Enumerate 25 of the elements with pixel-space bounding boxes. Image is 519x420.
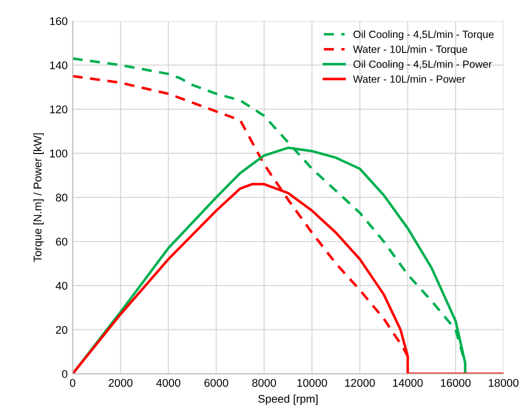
legend-label: Water - 10L/min - Power <box>353 75 466 83</box>
legend-label: Water - 10L/min - Torque <box>353 45 468 56</box>
y-tick-label: 160 <box>50 17 68 26</box>
y-tick-label: 40 <box>56 282 68 290</box>
x-tick-label: 12000 <box>345 378 375 387</box>
y-axis-title: Torque [N.m] / Power [kW] <box>33 133 44 262</box>
x-tick-label: 8000 <box>252 378 276 387</box>
x-tick-label: 6000 <box>204 378 228 387</box>
y-tick-label: 100 <box>50 150 68 158</box>
x-tick-label: 10000 <box>297 378 327 387</box>
y-tick-label: 0 <box>62 370 68 378</box>
y-tick-label: 140 <box>50 61 68 70</box>
x-axis-title: Speed [rpm] <box>258 394 318 405</box>
legend-label: Oil Cooling - 4,5L/min - Torque <box>353 30 494 40</box>
y-tick-label: 20 <box>56 326 68 334</box>
y-tick-label: 60 <box>56 238 68 246</box>
y-tick-label: 120 <box>50 105 68 114</box>
x-tick-label: 16000 <box>440 378 471 387</box>
x-tick-label: 2000 <box>108 378 132 387</box>
y-tick-label: 80 <box>56 194 68 202</box>
x-tick-label: 4000 <box>156 378 180 387</box>
x-tick-label: 14000 <box>393 378 423 387</box>
x-tick-label: 0 <box>70 378 76 387</box>
x-tick-label: 18000 <box>488 378 518 387</box>
legend-label: Oil Cooling - 4,5L/min - Power <box>353 60 492 70</box>
